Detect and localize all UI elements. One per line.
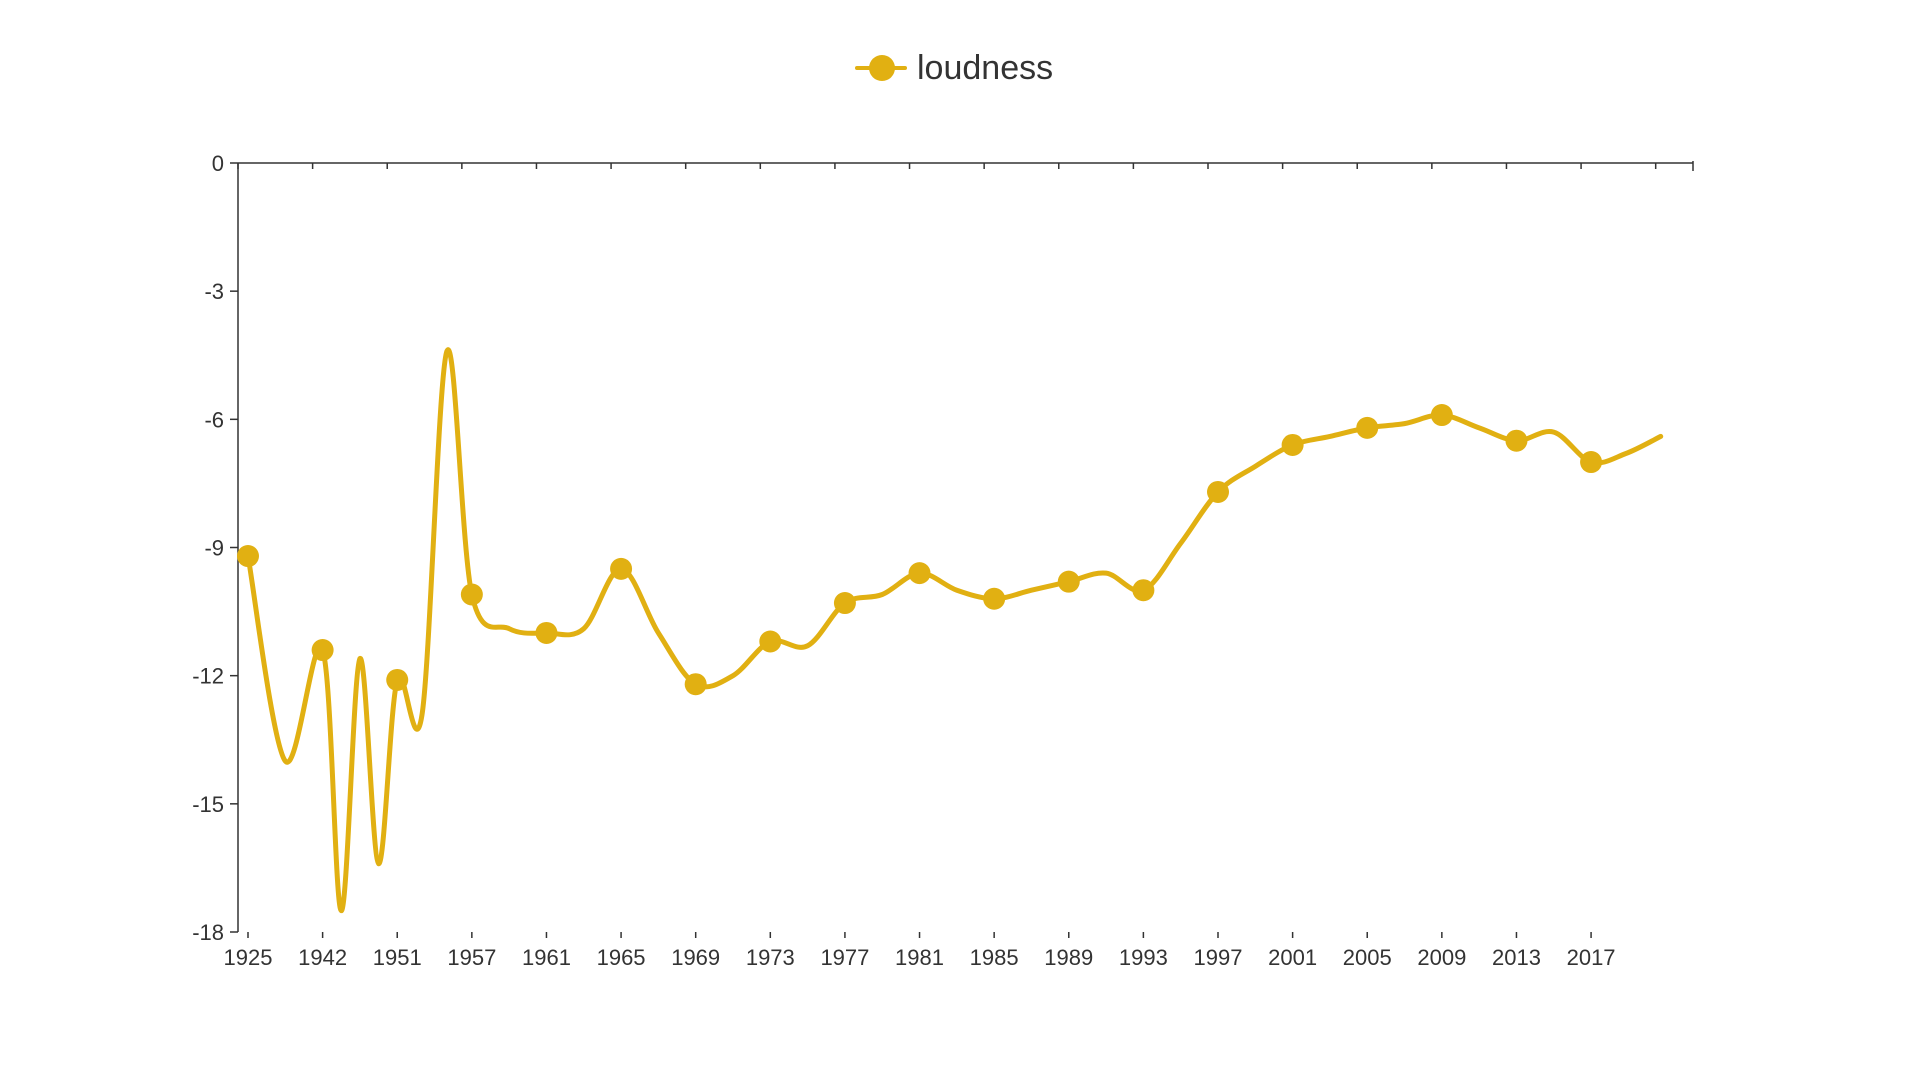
data-point[interactable] [908, 562, 931, 585]
x-tick-label: 1965 [597, 945, 646, 970]
legend-dot [869, 55, 895, 81]
x-tick-label: 2005 [1343, 945, 1392, 970]
x-tick-label: 1973 [746, 945, 795, 970]
x-tick-label: 1977 [820, 945, 869, 970]
x-tick-label: 2017 [1567, 945, 1616, 970]
data-point[interactable] [684, 673, 707, 696]
y-tick-label: 0 [212, 151, 224, 176]
x-tick-label: 1981 [895, 945, 944, 970]
legend-label-loudness: loudness [917, 48, 1054, 87]
data-point[interactable] [1057, 570, 1080, 593]
data-point[interactable] [1356, 416, 1379, 439]
legend-marker-icon [855, 53, 907, 83]
y-tick-label: -18 [192, 920, 224, 945]
x-tick-label: 2009 [1417, 945, 1466, 970]
y-tick-label: -12 [192, 664, 224, 689]
x-tick-label: 2001 [1268, 945, 1317, 970]
x-tick-label: 1969 [671, 945, 720, 970]
data-point[interactable] [983, 587, 1006, 610]
x-tick-label: 1993 [1119, 945, 1168, 970]
data-point[interactable] [460, 583, 483, 606]
y-tick-label: -15 [192, 792, 224, 817]
data-point[interactable] [1580, 451, 1603, 474]
data-point[interactable] [1132, 579, 1155, 602]
x-tick-label: 1961 [522, 945, 571, 970]
data-point[interactable] [311, 639, 334, 662]
data-point[interactable] [237, 545, 259, 568]
series-line-loudness [245, 347, 1664, 914]
x-tick-label: 1942 [298, 945, 347, 970]
x-tick-label: 1951 [373, 945, 422, 970]
data-point[interactable] [1281, 433, 1304, 456]
data-point[interactable] [833, 592, 856, 615]
x-tick-label: 1925 [224, 945, 273, 970]
x-tick-label: 2013 [1492, 945, 1541, 970]
x-tick-label: 1957 [447, 945, 496, 970]
data-point[interactable] [1430, 404, 1453, 427]
y-tick-label: -6 [204, 407, 224, 432]
x-tick-label: 1997 [1194, 945, 1243, 970]
x-tick-label: 1989 [1044, 945, 1093, 970]
data-point[interactable] [535, 621, 558, 644]
data-point[interactable] [386, 668, 409, 691]
data-point[interactable] [1505, 429, 1528, 452]
data-point[interactable] [1207, 480, 1229, 503]
y-tick-label: -9 [204, 536, 224, 561]
data-point[interactable] [610, 557, 633, 580]
data-point[interactable] [759, 630, 782, 653]
y-tick-label: -3 [204, 279, 224, 304]
x-tick-label: 1985 [970, 945, 1019, 970]
legend[interactable]: loudness [855, 46, 1053, 90]
